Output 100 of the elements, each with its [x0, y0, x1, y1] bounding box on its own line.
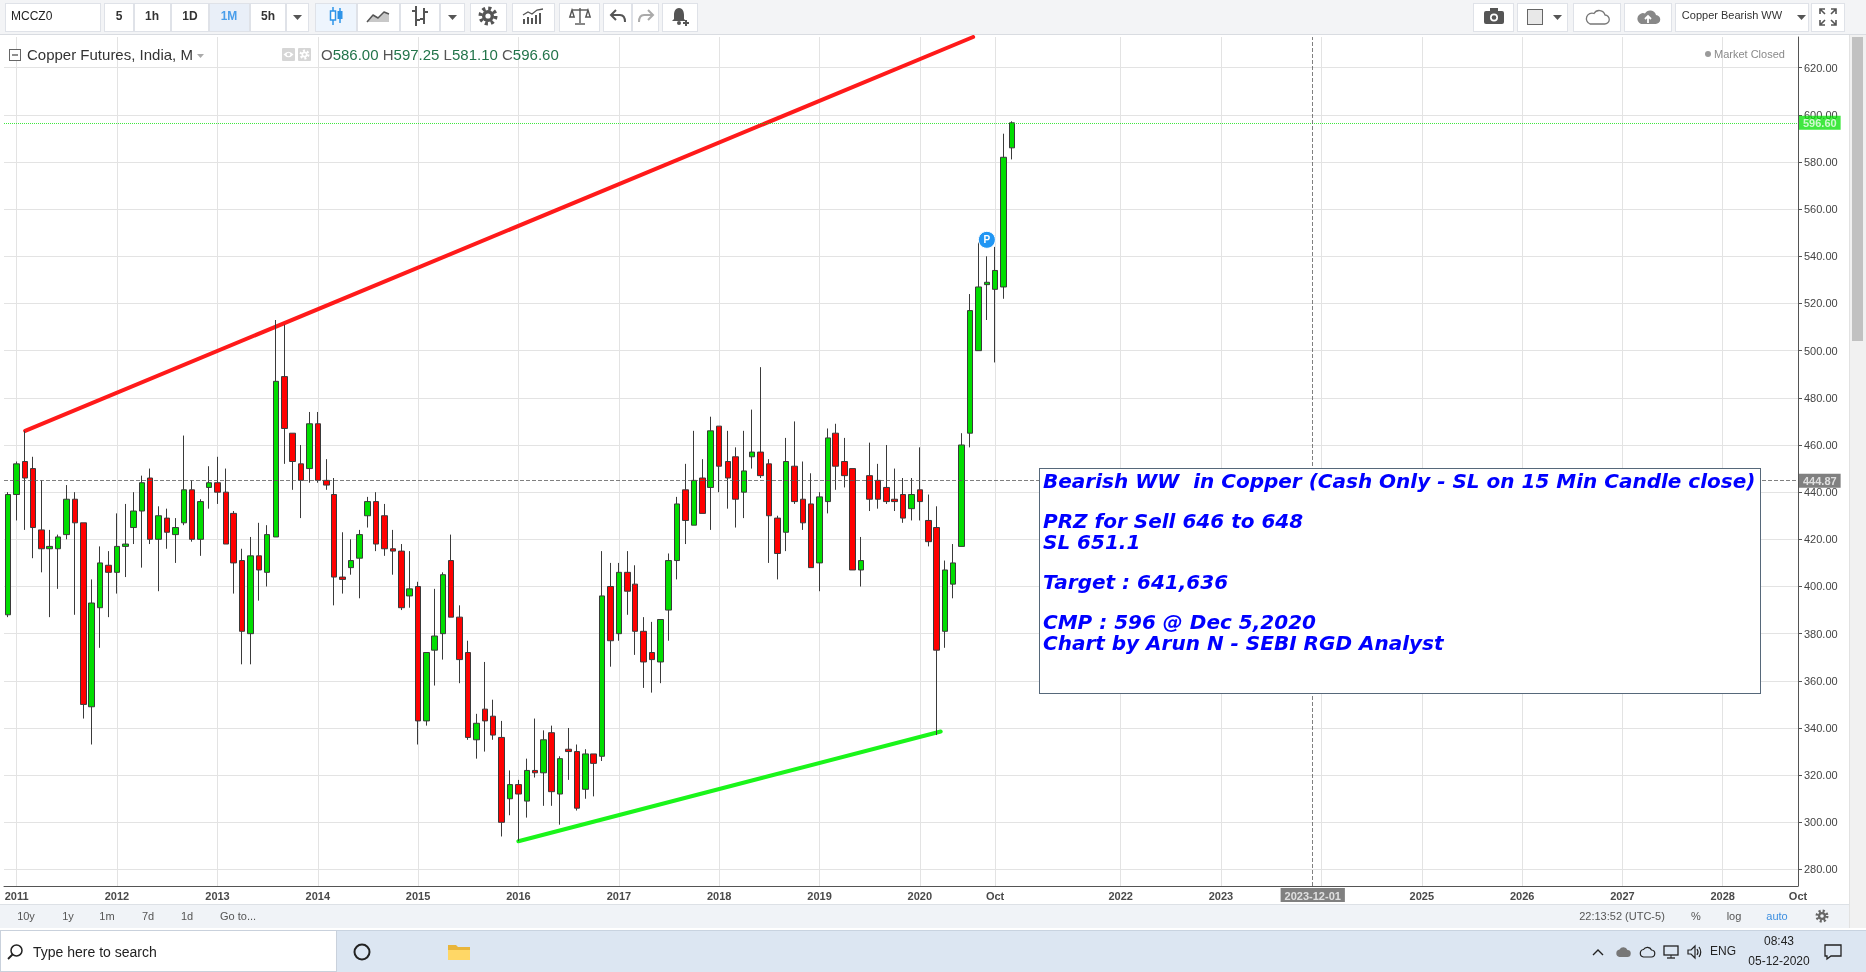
candlestick — [908, 477, 915, 521]
candlestick — [164, 508, 170, 550]
candlestick — [456, 604, 463, 684]
x-tick-label: 2016 — [506, 889, 531, 902]
annotation: Bearish WW in Copper (Cash Only - SL on 15 Min Candle close) PRZ for Sell 646 to 648 SL 651.1 Target : 641,636 CMP : 596 @ Dec 5,2020 Chart by Arun N - SEBI RGD Analyst — [1043, 469, 1756, 655]
candlestick — [130, 491, 137, 545]
candlestick — [498, 720, 505, 837]
x-tick-label: 2014 — [305, 889, 331, 902]
candlestick — [800, 461, 806, 531]
candlestick — [155, 505, 162, 592]
candlestick — [298, 444, 304, 519]
candlestick — [875, 463, 881, 510]
x-tick-label: 2019 — [807, 889, 832, 902]
candlestick — [808, 472, 814, 569]
text: 22:13:52 (UTC-5) — [1579, 909, 1665, 923]
candlestick — [757, 366, 764, 479]
ref-line-label: 2023-12-01 — [1284, 889, 1341, 902]
candlestick — [197, 498, 204, 557]
candlestick — [390, 529, 396, 576]
candlestick — [63, 484, 70, 540]
candlestick — [247, 536, 254, 665]
candlestick — [256, 522, 262, 602]
candlestick — [139, 475, 145, 569]
candlestick — [423, 652, 430, 727]
candlestick — [239, 548, 245, 665]
candlestick — [858, 536, 864, 587]
candlestick — [373, 491, 379, 552]
y-tick-label: 480.00 — [1804, 391, 1838, 404]
candlestick — [942, 560, 948, 649]
text: 1d — [180, 909, 194, 923]
candlestick — [640, 616, 647, 689]
candlestick — [172, 517, 179, 564]
candlestick — [507, 769, 513, 816]
x-tick-label: 2023 — [1208, 889, 1234, 902]
text: 1D — [182, 9, 198, 24]
y-tick-label: 580.00 — [1804, 155, 1838, 168]
candlestick — [599, 550, 605, 762]
y-tick-label: 500.00 — [1804, 344, 1838, 357]
candlestick — [691, 430, 697, 526]
x-tick-label: 2022 — [1108, 889, 1133, 902]
candlestick — [364, 496, 371, 529]
candlestick — [306, 411, 313, 484]
text: Copper Bearish WW — [1681, 8, 1783, 22]
candlestick — [984, 255, 990, 321]
text: % — [1691, 909, 1701, 923]
candlestick — [122, 503, 129, 578]
x-tick-label: Oct — [1788, 889, 1808, 902]
candlestick — [22, 430, 28, 531]
candlestick — [665, 552, 672, 642]
candlestick — [348, 538, 354, 576]
text: auto — [1766, 909, 1788, 923]
text: 08:43 — [1763, 934, 1795, 949]
candlestick — [958, 432, 965, 547]
candlestick — [114, 512, 120, 595]
candlestick — [967, 293, 973, 448]
text: Type here to search — [33, 943, 157, 961]
y-tick-label: 380.00 — [1804, 627, 1838, 640]
text: Copper Futures, India, M — [27, 46, 193, 64]
x-tick-label: 2015 — [405, 889, 431, 902]
candlestick — [917, 446, 923, 521]
y-tick-label: 560.00 — [1804, 203, 1838, 216]
text: 1M — [220, 9, 238, 24]
candlestick — [331, 477, 337, 606]
candlestick — [682, 463, 689, 545]
candlestick — [783, 437, 789, 552]
candlestick — [323, 458, 330, 491]
candlestick — [440, 571, 446, 661]
y-tick-label: 440.00 — [1804, 486, 1838, 499]
y-tick-label: 540.00 — [1804, 250, 1838, 263]
candlestick — [281, 324, 288, 465]
candlestick — [816, 491, 823, 592]
candlestick — [55, 534, 61, 590]
y-tick-label: 400.00 — [1804, 580, 1838, 593]
candlestick — [105, 550, 112, 618]
y-tick-label: 620.00 — [1804, 61, 1838, 74]
x-tick-label: 2020 — [907, 889, 933, 902]
candlestick — [72, 491, 78, 616]
candlestick — [273, 319, 279, 538]
candlestick — [975, 241, 982, 352]
candlestick — [181, 435, 187, 526]
candlestick — [465, 640, 471, 741]
candlestick — [766, 458, 772, 564]
text: 5h — [260, 9, 276, 24]
text: 1y — [62, 909, 74, 923]
candlestick — [992, 246, 998, 363]
candlestick — [674, 496, 680, 580]
candlestick — [97, 545, 103, 649]
x-tick-label: 2025 — [1409, 889, 1435, 902]
text: Go to... — [220, 909, 257, 923]
candlestick — [607, 562, 614, 668]
candlestick — [524, 758, 530, 819]
x-tick-label: 2026 — [1509, 889, 1535, 902]
y-tick-label: 460.00 — [1804, 438, 1838, 451]
candlestick — [289, 432, 296, 491]
text: log — [1726, 909, 1742, 923]
candlestick — [147, 468, 153, 545]
candlestick — [448, 534, 454, 618]
x-tick-label: 2017 — [606, 889, 632, 902]
text: 1m — [99, 909, 115, 923]
x-tick-label: 2028 — [1710, 889, 1735, 902]
